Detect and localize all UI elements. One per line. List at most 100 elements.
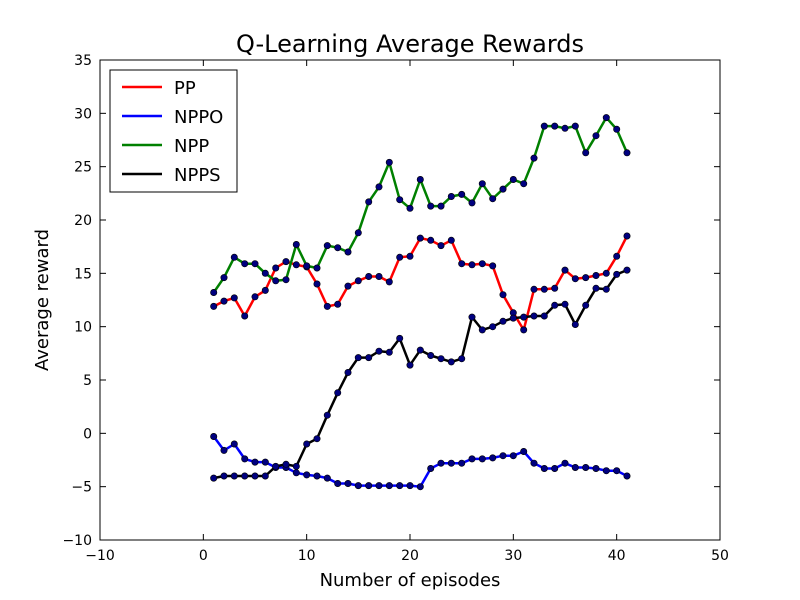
data-point-npps-2 [220,472,228,480]
data-point-pp-40 [613,252,621,260]
data-point-npps-17 [375,347,383,355]
x-tick-label: 50 [711,548,729,564]
data-point-npp-23 [437,202,445,210]
data-point-pp-34 [551,284,559,292]
data-point-npp-17 [375,183,383,191]
legend: PP NPPO NPP NPPS [109,69,238,193]
data-point-npps-32 [530,312,538,320]
data-point-pp-7 [272,264,280,272]
data-point-npps-16 [365,354,373,362]
data-point-npp-20 [406,204,414,212]
data-point-npps-29 [499,317,507,325]
y-tick-label: 30 [74,106,92,122]
legend-label-pp: PP [174,78,196,99]
data-point-npp-18 [385,158,393,166]
data-point-nppo-34 [551,464,559,472]
data-point-npp-30 [509,176,517,184]
data-point-npps-26 [468,313,476,321]
data-point-npps-39 [602,285,610,293]
data-point-npp-38 [592,132,600,140]
data-point-npps-31 [520,313,528,321]
data-point-npp-22 [427,202,435,210]
data-point-npps-3 [230,472,238,480]
data-point-npps-5 [251,472,259,480]
data-point-pp-35 [561,266,569,274]
data-point-pp-33 [540,285,548,293]
data-point-nppo-40 [613,467,621,475]
data-point-npp-19 [396,196,404,204]
data-point-npps-13 [334,389,342,397]
data-point-npp-16 [365,198,373,206]
data-point-pp-11 [313,280,321,288]
y-tick-label: 5 [83,373,92,389]
data-point-pp-37 [582,274,590,282]
x-tick-label: 0 [199,548,208,564]
data-point-npp-25 [458,190,466,198]
legend-label-nppo: NPPO [174,107,223,128]
data-point-npp-24 [447,193,455,201]
data-point-npp-40 [613,125,621,133]
data-point-npp-10 [303,262,311,270]
data-point-nppo-33 [540,464,548,472]
data-point-npp-26 [468,199,476,207]
data-point-nppo-21 [416,483,424,491]
data-point-npp-21 [416,176,424,184]
data-point-nppo-6 [261,458,269,466]
data-point-pp-14 [344,282,352,290]
y-tick-label: 25 [74,160,92,176]
axes: −10 0 10 20 30 40 50 −10 −5 0 5 10 15 20 25 30 35 [62,53,728,564]
data-point-npp-6 [261,269,269,277]
data-point-npps-1 [210,474,218,482]
data-point-pp-8 [282,258,290,266]
data-point-nppo-15 [354,482,362,490]
data-point-nppo-1 [210,432,218,440]
x-tick-label: 20 [401,548,419,564]
data-point-pp-17 [375,272,383,280]
y-tick-label: −5 [71,480,92,496]
data-point-pp-12 [323,302,331,310]
data-point-nppo-25 [458,459,466,467]
data-point-pp-27 [478,260,486,268]
data-point-npps-38 [592,284,600,292]
data-point-npp-34 [551,122,559,130]
data-point-nppo-10 [303,471,311,479]
data-point-npp-9 [292,241,300,249]
x-tick-label: 40 [608,548,626,564]
data-point-npps-24 [447,358,455,366]
data-point-pp-32 [530,285,538,293]
x-tick-label: −10 [85,548,115,564]
data-point-npp-2 [220,274,228,282]
data-point-pp-9 [292,261,300,269]
data-point-pp-26 [468,261,476,269]
x-tick-label: 30 [504,548,522,564]
data-point-npp-37 [582,149,590,157]
data-point-npps-27 [478,326,486,334]
data-point-npp-12 [323,242,331,250]
data-point-pp-24 [447,236,455,244]
data-point-npps-37 [582,301,590,309]
data-point-npps-8 [282,460,290,468]
data-point-npps-40 [613,270,621,278]
data-point-npps-34 [551,301,559,309]
data-point-pp-38 [592,271,600,279]
data-point-nppo-2 [220,446,228,454]
data-point-pp-1 [210,302,218,310]
y-tick-label: 0 [83,426,92,442]
data-point-npps-19 [396,334,404,342]
data-point-pp-15 [354,277,362,285]
data-point-npps-28 [489,323,497,331]
data-point-npps-30 [509,314,517,322]
data-point-pp-4 [241,312,249,320]
data-point-pp-31 [520,326,528,334]
data-point-pp-28 [489,262,497,270]
data-point-pp-23 [437,242,445,250]
y-tick-label: 15 [74,266,92,282]
data-point-npp-36 [571,122,579,130]
data-point-npps-15 [354,354,362,362]
data-point-pp-25 [458,260,466,268]
data-point-npps-35 [561,300,569,308]
y-axis-label: Average reward [32,229,53,371]
data-point-npps-4 [241,472,249,480]
data-point-npps-23 [437,355,445,363]
